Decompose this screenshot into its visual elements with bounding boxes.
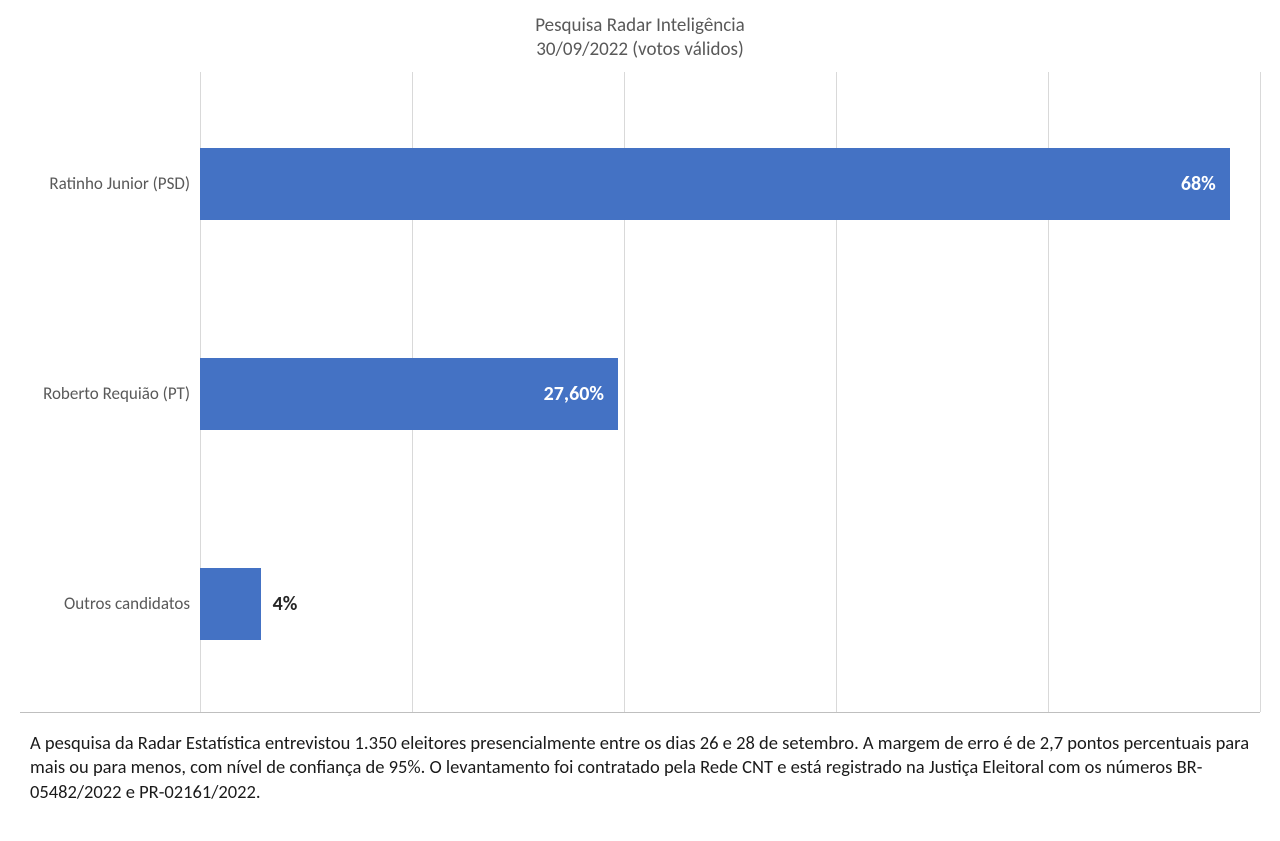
bar: 68% <box>200 148 1230 220</box>
bar-row: Roberto Requião (PT)27,60% <box>20 358 1260 430</box>
chart-footnote: A pesquisa da Radar Estatística entrevis… <box>30 731 1250 806</box>
bar <box>200 568 261 640</box>
gridline <box>1260 72 1261 712</box>
bar-row: Outros candidatos 4% <box>20 568 1260 640</box>
bar-row: Ratinho Junior (PSD)68% <box>20 148 1260 220</box>
bar-track: 68% <box>200 148 1260 220</box>
plot-area: Ratinho Junior (PSD)68% Roberto Requião (… <box>20 72 1260 713</box>
chart-title: Pesquisa Radar Inteligência 30/09/2022 (… <box>0 0 1280 62</box>
bar: 27,60% <box>200 358 618 430</box>
category-label: Roberto Requião (PT) <box>20 383 200 404</box>
bar-value-label: 4% <box>261 568 298 640</box>
bar-track: 27,60% <box>200 358 1260 430</box>
category-label: Outros candidatos <box>20 593 200 614</box>
bar-track: 4% <box>200 568 1260 640</box>
chart-title-line1: Pesquisa Radar Inteligência <box>0 14 1280 38</box>
poll-chart: Pesquisa Radar Inteligência 30/09/2022 (… <box>0 0 1280 805</box>
category-label: Ratinho Junior (PSD) <box>20 173 200 194</box>
chart-title-line2: 30/09/2022 (votos válidos) <box>0 38 1280 62</box>
